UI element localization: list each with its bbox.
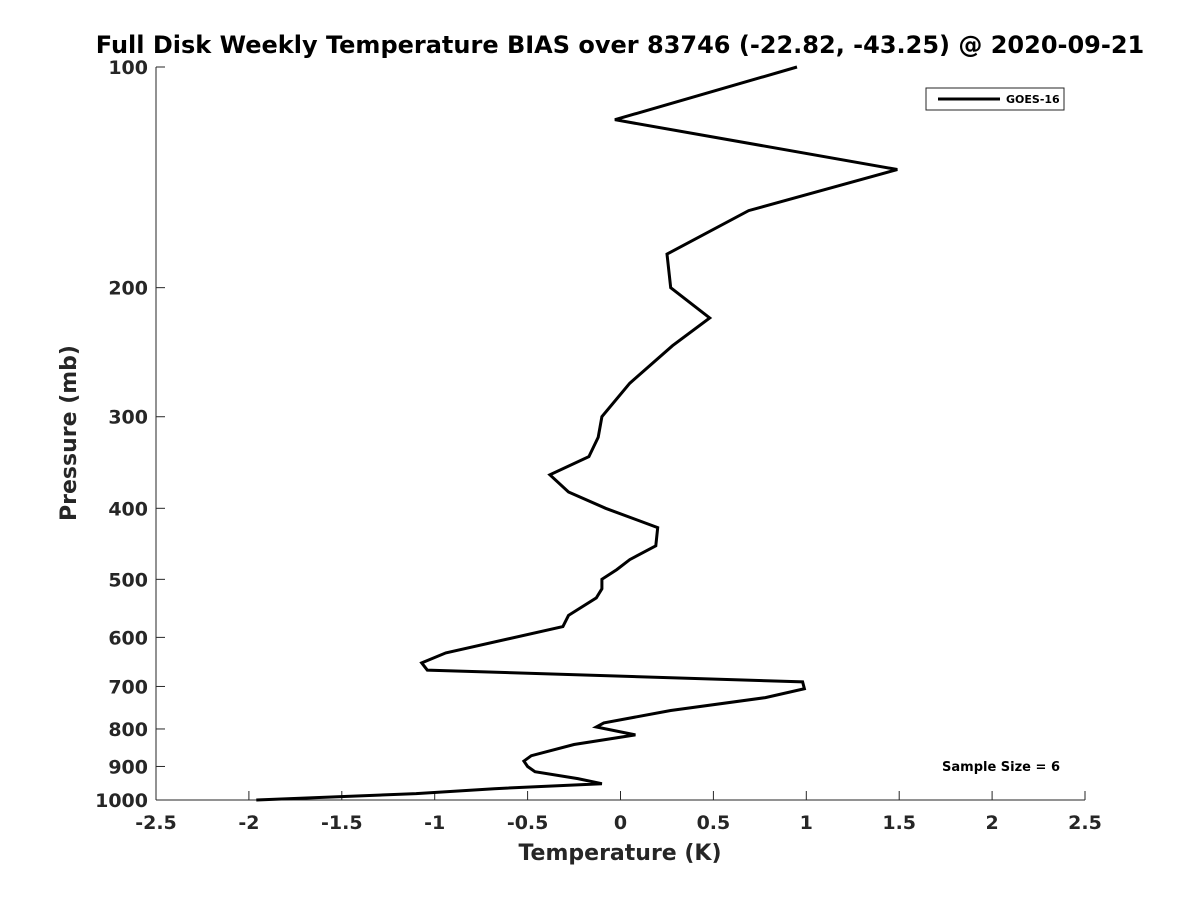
x-tick-label: -2 (238, 812, 259, 834)
y-tick-label: 600 (108, 627, 148, 649)
legend: GOES-16 (925, 87, 1065, 111)
chart-title: Full Disk Weekly Temperature BIAS over 8… (96, 31, 1144, 59)
y-tick-label: 300 (108, 407, 148, 429)
x-tick-label: 0 (614, 812, 627, 834)
x-tick-label: -1.5 (321, 812, 363, 834)
x-tick-label: 2.5 (1068, 812, 1102, 834)
x-tick-label: 1.5 (882, 812, 916, 834)
x-tick-label: -1 (424, 812, 445, 834)
y-axis-label: Pressure (mb) (57, 345, 82, 521)
x-tick-label: 1 (800, 812, 813, 834)
series-line-goes-16 (256, 65, 898, 802)
x-axis-ticks: -2.5 -2 -1.5 -1 -0.5 0 0.5 1 1.5 2 2.5 (135, 791, 1102, 834)
legend-label-goes-16: GOES-16 (1006, 93, 1060, 106)
y-tick-label: 100 (108, 57, 148, 79)
y-tick-label: 500 (108, 569, 148, 591)
y-tick-label: 900 (108, 756, 148, 778)
y-axis-ticks: 100 200 300 400 500 600 700 800 900 1000 (95, 57, 165, 812)
x-tick-label: -2.5 (135, 812, 177, 834)
sample-size-annotation: Sample Size = 6 (942, 760, 1060, 775)
x-tick-label: -0.5 (507, 812, 549, 834)
x-tick-label: 2 (985, 812, 998, 834)
x-tick-label: 0.5 (697, 812, 731, 834)
y-tick-label: 700 (108, 676, 148, 698)
y-tick-label: 200 (108, 278, 148, 300)
y-tick-label: 800 (108, 719, 148, 741)
series-layer (256, 65, 898, 802)
x-axis-label: Temperature (K) (518, 841, 721, 866)
y-tick-label: 1000 (95, 790, 148, 812)
y-tick-label: 400 (108, 498, 148, 520)
